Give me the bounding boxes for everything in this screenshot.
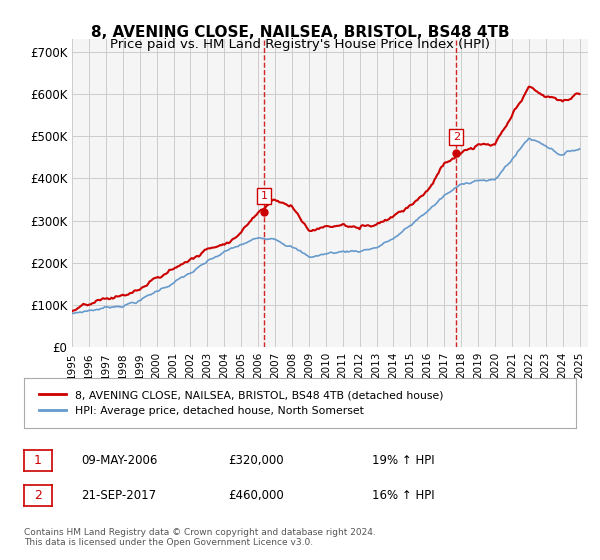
Text: Price paid vs. HM Land Registry's House Price Index (HPI): Price paid vs. HM Land Registry's House … [110, 38, 490, 50]
Text: 1: 1 [34, 454, 42, 467]
Text: 19% ↑ HPI: 19% ↑ HPI [372, 454, 434, 467]
Text: 8, AVENING CLOSE, NAILSEA, BRISTOL, BS48 4TB: 8, AVENING CLOSE, NAILSEA, BRISTOL, BS48… [91, 25, 509, 40]
Legend: 8, AVENING CLOSE, NAILSEA, BRISTOL, BS48 4TB (detached house), HPI: Average pric: 8, AVENING CLOSE, NAILSEA, BRISTOL, BS48… [35, 386, 448, 421]
Text: Contains HM Land Registry data © Crown copyright and database right 2024.
This d: Contains HM Land Registry data © Crown c… [24, 528, 376, 548]
Text: 2: 2 [34, 489, 42, 502]
Text: £460,000: £460,000 [228, 489, 284, 502]
Text: £320,000: £320,000 [228, 454, 284, 467]
Text: 1: 1 [260, 191, 268, 201]
Text: 2: 2 [453, 132, 460, 142]
Text: 16% ↑ HPI: 16% ↑ HPI [372, 489, 434, 502]
Text: 21-SEP-2017: 21-SEP-2017 [81, 489, 156, 502]
Text: 09-MAY-2006: 09-MAY-2006 [81, 454, 157, 467]
